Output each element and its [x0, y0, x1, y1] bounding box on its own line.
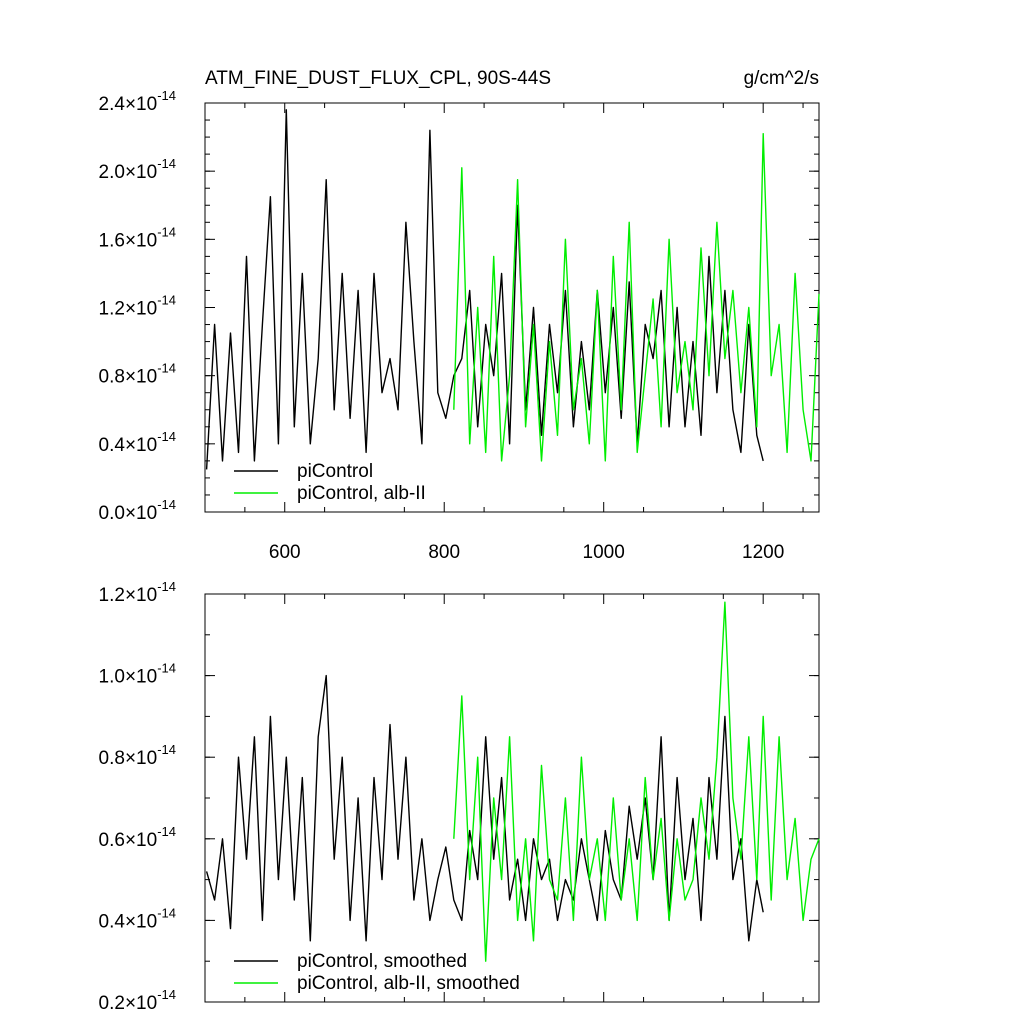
x-tick-label: 800 [428, 542, 460, 563]
legend-label: piControl, alb-II [297, 483, 426, 504]
y-tick-label: 1.6×10-14 [99, 224, 176, 251]
y-tick-label: 0.4×10-14 [99, 905, 176, 932]
series-line [453, 132, 820, 462]
series-line [205, 109, 764, 470]
series-line [205, 674, 764, 942]
y-tick-label: 1.2×10-14 [99, 579, 176, 606]
legend-label: piControl, smoothed [297, 951, 467, 972]
x-tick-label: 1200 [742, 542, 784, 563]
y-tick-label: 1.2×10-14 [99, 293, 176, 320]
y-tick-label: 0.4×10-14 [99, 429, 176, 456]
y-tick-label: 0.2×10-14 [99, 987, 176, 1014]
x-tick-label: 600 [269, 542, 301, 563]
legend-label: piControl [297, 461, 373, 482]
top-panel: 600 800 1000 1200 0.0×10-14 0.4×10-14 0.8×10-1… [99, 88, 820, 563]
y-tick-label: 2.4×10-14 [99, 88, 176, 115]
y-tick-label: 0.8×10-14 [99, 742, 176, 769]
y-tick-label: 0.6×10-14 [99, 824, 176, 851]
chart-units: g/cm^2/s [744, 68, 819, 89]
chart-title: ATM_FINE_DUST_FLUX_CPL, 90S-44S [205, 68, 551, 89]
series-line [453, 601, 820, 962]
y-tick-label: 2.0×10-14 [99, 156, 176, 183]
bottom-panel: 0.2×10-14 0.4×10-14 0.6×10-14 0.8×10-14 1.0×… [99, 579, 820, 1014]
legend-label: piControl, alb-II, smoothed [297, 973, 520, 994]
y-tick-label: 1.0×10-14 [99, 661, 176, 688]
y-tick-label: 0.8×10-14 [99, 361, 176, 388]
x-tick-label: 1000 [583, 542, 625, 563]
y-tick-label: 0.0×10-14 [99, 497, 176, 524]
